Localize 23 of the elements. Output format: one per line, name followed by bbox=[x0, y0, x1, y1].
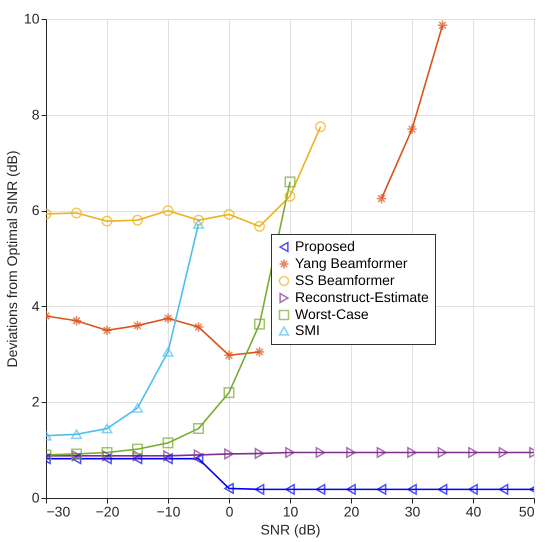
x-tick-label: 20 bbox=[344, 504, 360, 520]
x-tick-label: 10 bbox=[282, 504, 298, 520]
legend-label: Yang Beamformer bbox=[295, 255, 408, 271]
x-tick-label: 30 bbox=[404, 504, 420, 520]
y-tick-label: 2 bbox=[32, 394, 40, 410]
y-tick-label: 4 bbox=[32, 298, 40, 314]
x-tick-label: −30 bbox=[46, 504, 70, 520]
legend-label: SS Beamformer bbox=[295, 272, 395, 288]
y-tick-label: 6 bbox=[32, 202, 40, 218]
y-tick-label: 8 bbox=[32, 106, 40, 122]
legend-label: Reconstruct-Estimate bbox=[295, 289, 430, 305]
x-axis-title: SNR (dB) bbox=[260, 522, 320, 538]
x-tick-label: −10 bbox=[156, 504, 181, 520]
x-tick-label: −20 bbox=[96, 504, 120, 520]
y-tick-label: 0 bbox=[32, 490, 40, 506]
x-tick-label: 0 bbox=[226, 504, 234, 520]
x-tick-label: 50 bbox=[518, 504, 535, 520]
x-tick-label: 40 bbox=[466, 504, 482, 520]
y-tick-label: 10 bbox=[24, 10, 40, 26]
legend-label: SMI bbox=[295, 322, 320, 338]
y-axis-title: Deviations from Optimal SINR (dB) bbox=[4, 150, 20, 368]
legend-label: Worst-Case bbox=[295, 306, 369, 322]
legend-label: Proposed bbox=[295, 238, 355, 254]
